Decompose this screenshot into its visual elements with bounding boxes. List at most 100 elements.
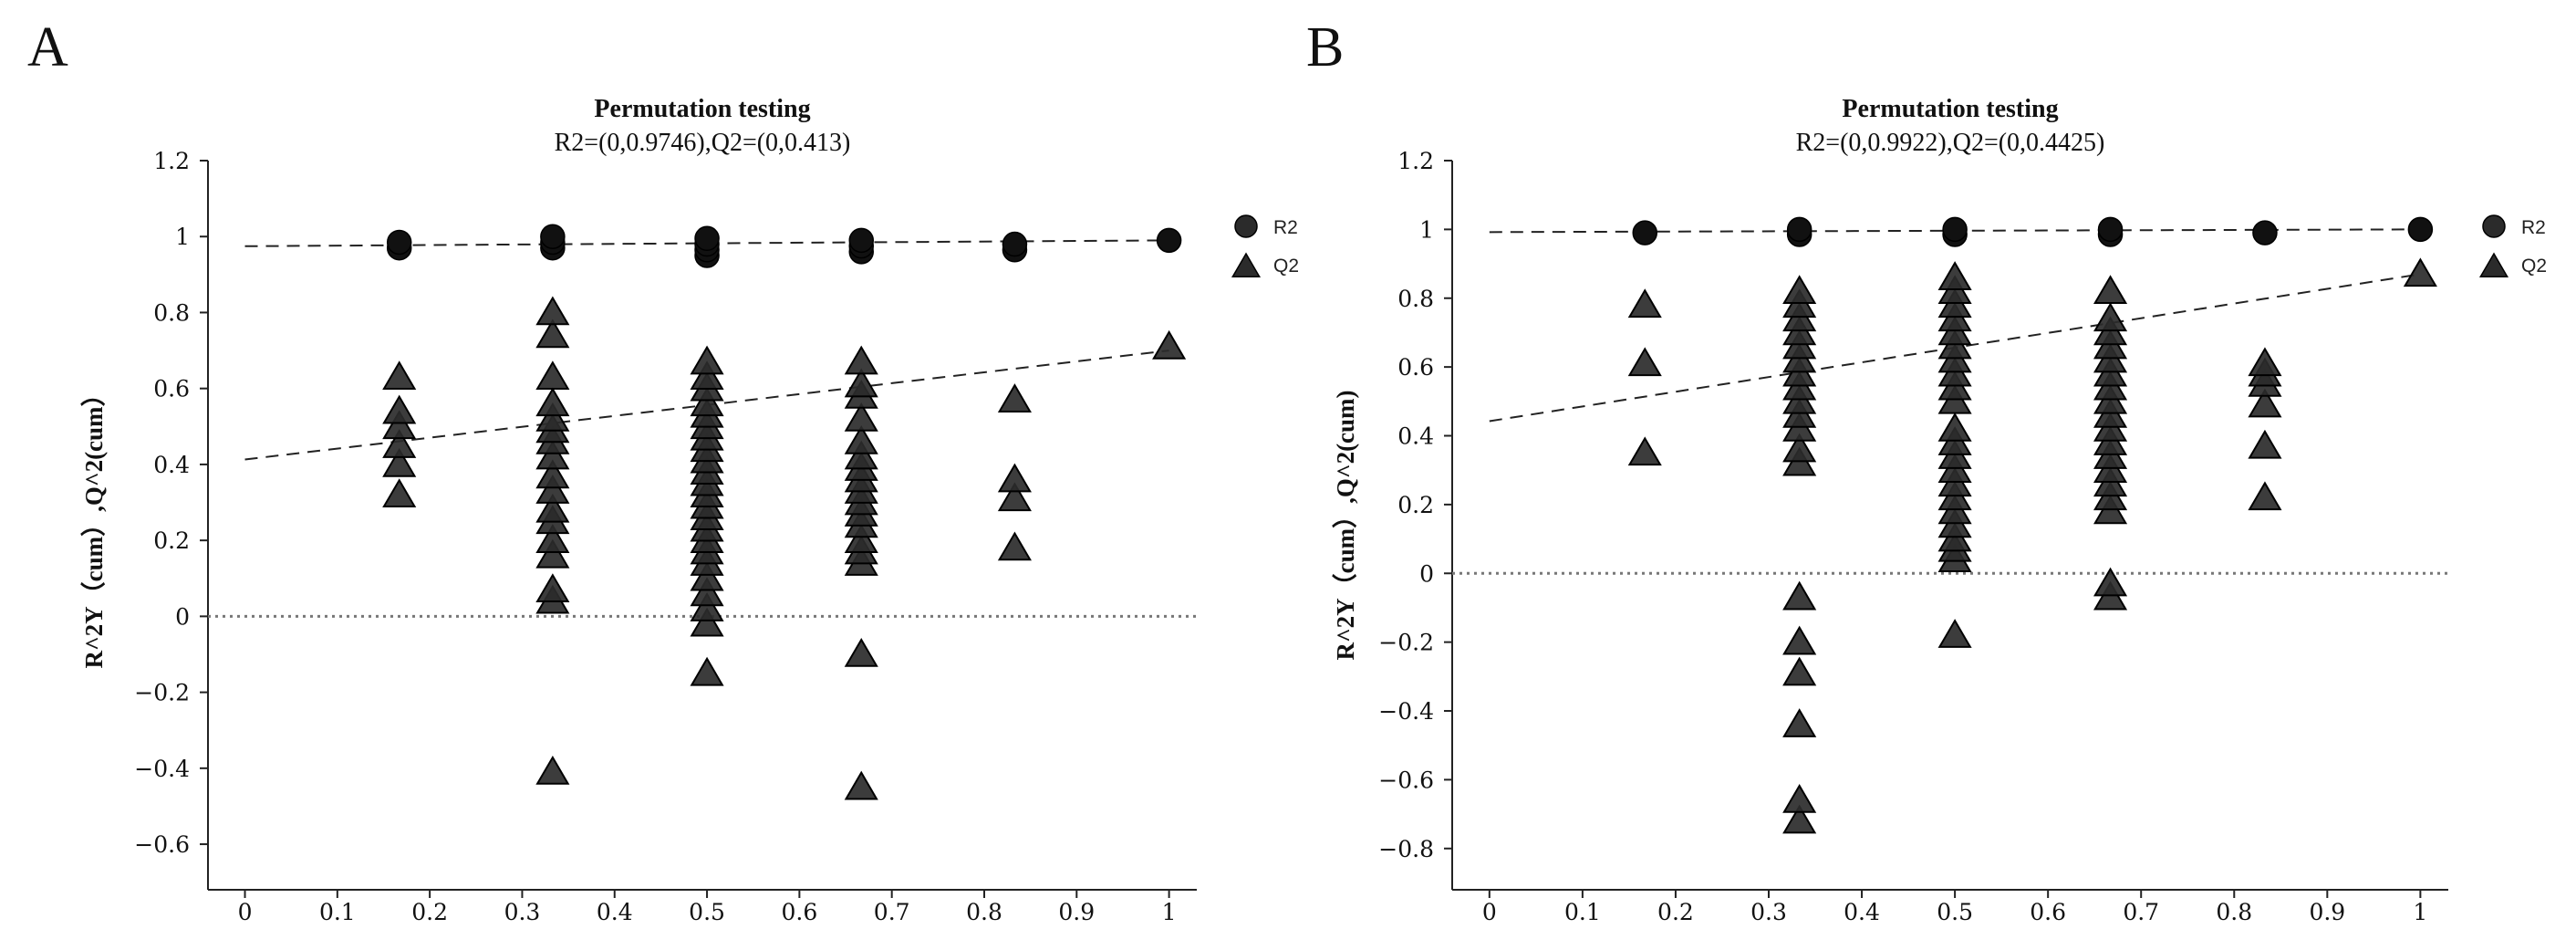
- q2-point: [844, 770, 878, 800]
- x-tick-label: 0.8: [966, 899, 1002, 925]
- y-tick-label: −0.2: [1378, 630, 1434, 656]
- q2-point: [690, 577, 724, 607]
- legend-q2-marker: [2478, 252, 2509, 277]
- x-tick-label: 0.6: [781, 899, 817, 925]
- r2-point: [386, 229, 412, 256]
- q2-point: [690, 345, 724, 375]
- q2-point: [1627, 436, 1662, 466]
- y-tick-label: 0: [1419, 560, 1434, 587]
- q2-point: [844, 345, 878, 375]
- q2-point: [997, 383, 1032, 412]
- r2-point: [1156, 227, 1182, 254]
- r2-point: [2407, 216, 2434, 243]
- r2-point: [1786, 216, 1813, 243]
- q2-point: [1782, 625, 1817, 655]
- q2-point: [844, 638, 878, 667]
- q2-point: [382, 478, 417, 508]
- legend-label: Q2: [1273, 256, 1299, 277]
- x-tick-label: 0.1: [1564, 899, 1601, 925]
- x-tick-label: 0.2: [1657, 899, 1694, 925]
- y-tick-label: 0.6: [153, 376, 190, 402]
- x-tick-label: 0.1: [319, 899, 356, 925]
- q2-point: [535, 440, 570, 470]
- legend-r2-marker: [2482, 214, 2506, 238]
- r2-point: [540, 224, 566, 249]
- q2-point: [2248, 481, 2282, 511]
- q2-point: [1152, 329, 1187, 360]
- y-tick-label: 0.6: [1397, 354, 1434, 381]
- r2-point: [848, 227, 875, 254]
- x-tick-label: 1: [2413, 899, 2427, 925]
- q2-point: [1627, 347, 1662, 377]
- q2-point: [2093, 275, 2128, 305]
- chart-subtitle: R2=(0,0.9746),Q2=(0,0.413): [555, 129, 851, 157]
- y-tick-label: 0.8: [1397, 286, 1434, 312]
- x-tick-label: 0.2: [411, 899, 448, 925]
- chart-subtitle: R2=(0,0.9922),Q2=(0,0.4425): [1796, 129, 2105, 157]
- chart-title: Permutation testing: [594, 95, 810, 123]
- q2-point: [2248, 388, 2282, 418]
- y-axis-label: R^2Y（cum）,Q^2(cum）: [80, 381, 108, 668]
- y-tick-label: 1: [175, 224, 190, 250]
- q2-point: [844, 440, 878, 470]
- q2-point: [535, 459, 570, 489]
- legend: R2 Q2: [2478, 214, 2547, 277]
- y-tick-label: 0.2: [153, 527, 190, 554]
- panel-b: B Permutation testing R2=(0,0.9922),Q2=(0,…: [1306, 16, 2547, 925]
- q2-point: [997, 482, 1032, 512]
- q2-point: [535, 756, 570, 785]
- q2-point: [690, 561, 724, 591]
- q2-point: [535, 387, 570, 417]
- r2-point: [1632, 220, 1658, 245]
- x-tick-label: 0.3: [504, 899, 541, 925]
- legend-label: Q2: [2521, 256, 2547, 277]
- q2-point: [2093, 567, 2128, 597]
- q2-point: [1782, 804, 1817, 834]
- y-tick-label: 1.2: [153, 148, 190, 174]
- q2-point: [535, 402, 570, 432]
- q2-point: [2093, 302, 2128, 332]
- y-axis-label: R^2Y（cum）,Q^2(cum): [1332, 390, 1359, 660]
- chart-title: Permutation testing: [1842, 95, 2058, 123]
- q2-point: [690, 656, 724, 686]
- q2-point: [997, 531, 1032, 561]
- x-tick-label: 0.5: [1937, 899, 1973, 925]
- legend-label: R2: [1273, 217, 1298, 238]
- q2-point: [2248, 347, 2282, 377]
- q2-point: [535, 538, 570, 569]
- q2-point: [1937, 412, 1972, 442]
- q2-point: [535, 318, 570, 349]
- q2-point: [844, 524, 878, 553]
- q2-point: [535, 475, 570, 504]
- x-tick-label: 0.4: [597, 899, 633, 925]
- q2-point: [535, 573, 570, 603]
- x-tick-label: 1: [1162, 899, 1177, 925]
- x-tick-label: 0: [1482, 899, 1497, 925]
- q2-point: [844, 402, 878, 432]
- r2-point: [2252, 220, 2278, 245]
- x-tick-label: 0.9: [2309, 899, 2345, 925]
- r2-point: [1002, 231, 1028, 257]
- q2-point: [382, 429, 417, 458]
- q2-point: [844, 424, 878, 454]
- x-tick-label: 0.7: [874, 899, 910, 925]
- q2-point: [382, 447, 417, 477]
- q2-point: [1782, 433, 1817, 463]
- y-tick-label: −0.4: [134, 756, 190, 782]
- x-tick-label: 0: [238, 899, 253, 925]
- r2-point: [1942, 216, 1968, 243]
- x-tick-label: 0.9: [1058, 899, 1095, 925]
- x-tick-label: 0.6: [2030, 899, 2066, 925]
- q2-point: [382, 394, 417, 424]
- q2-point: [2403, 257, 2437, 287]
- q2-point: [844, 368, 878, 398]
- y-tick-label: 1: [1419, 216, 1434, 243]
- y-tick-label: −0.4: [1378, 698, 1434, 725]
- q2-point: [997, 463, 1032, 493]
- q2-point: [1782, 275, 1817, 305]
- r2-point: [694, 225, 720, 252]
- q2-point: [1782, 708, 1817, 737]
- y-tick-label: −0.6: [134, 831, 190, 858]
- q2-point: [690, 360, 724, 391]
